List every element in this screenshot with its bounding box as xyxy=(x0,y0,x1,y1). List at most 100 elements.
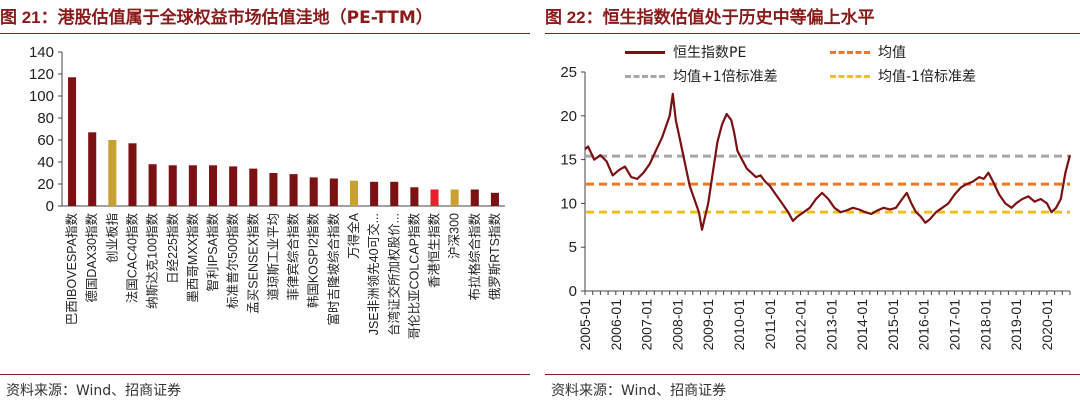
legend-swatch-minus-std xyxy=(830,74,870,78)
bar-12 xyxy=(309,177,318,206)
bar-9 xyxy=(249,168,258,206)
right-y-tick-label: 0 xyxy=(569,283,577,300)
right-chart-title: 图 22：恒生指数估值处于历史中等偏上水平 xyxy=(545,4,875,32)
right-top-rule xyxy=(545,33,1080,34)
bar-2 xyxy=(108,140,117,206)
left-y-tick-label: 40 xyxy=(37,154,54,171)
legend-label-plus-std: 均值+1倍标准差 xyxy=(673,69,778,85)
legend-swatch-plus-std xyxy=(625,74,665,78)
right-x-tick-label: 2016-01 xyxy=(916,299,932,351)
right-x-tick-label: 2013-01 xyxy=(823,299,839,351)
right-x-tick-label: 2005-01 xyxy=(577,299,593,351)
x-category-label: 台湾证交所加权股价... xyxy=(386,213,401,336)
x-category-label: 纳斯达克100指数 xyxy=(145,213,160,309)
right-x-tick-label: 2007-01 xyxy=(639,299,655,351)
left-source-note: 资料来源：Wind、招商证券 xyxy=(6,383,182,399)
bar-4 xyxy=(148,164,157,206)
right-x-tick-label: 2012-01 xyxy=(793,299,809,351)
legend-label-pe: 恒生指数PE xyxy=(673,45,747,61)
legend-label-minus-std: 均值-1倍标准差 xyxy=(878,69,976,85)
left-y-tick-label: 140 xyxy=(29,44,54,61)
x-category-label: 俄罗斯RTS指数 xyxy=(487,213,502,301)
left-chart-title-text: 港股估值属于全球权益市场估值洼地（PE-TTM） xyxy=(57,8,433,28)
left-y-tick-label: 0 xyxy=(46,198,54,215)
right-x-tick-label: 2019-01 xyxy=(1008,299,1024,351)
left-bottom-rule xyxy=(0,374,530,375)
x-category-label: 万得全A xyxy=(346,212,361,259)
left-chart-panel: 图 21：港股估值属于全球权益市场估值洼地（PE-TTM） 0 20 40 60 80 1… xyxy=(0,0,530,406)
left-y-tick-label: 100 xyxy=(29,88,54,105)
bar-3 xyxy=(128,143,137,206)
x-category-label: 日经225指数 xyxy=(165,213,180,284)
left-chart-figure-number: 图 21： xyxy=(0,8,58,27)
bar-5 xyxy=(168,165,177,206)
bar-17 xyxy=(410,187,419,206)
bar-16 xyxy=(390,181,399,206)
x-category-label: 哥伦比亚COLCAP指数 xyxy=(406,213,421,340)
bar-6 xyxy=(188,165,197,206)
bar-14 xyxy=(349,180,359,206)
x-category-label: 墨西哥MXX指数 xyxy=(185,213,200,303)
bar-20 xyxy=(470,189,479,206)
bar-21 xyxy=(490,192,499,206)
x-category-label: 韩国KOSPI2指数 xyxy=(306,213,321,309)
right-x-tick-label: 2014-01 xyxy=(854,299,870,351)
x-category-label: JSE非洲领先40可交... xyxy=(366,213,381,335)
right-x-tick-label: 2018-01 xyxy=(977,299,993,351)
right-y-tick-label: 20 xyxy=(560,108,577,125)
right-x-tick-label: 2008-01 xyxy=(669,299,685,351)
x-category-label: 创业板指 xyxy=(104,213,119,263)
pe-series-line xyxy=(584,92,1072,231)
legend-swatch-pe xyxy=(625,50,665,54)
legend-item-minus-std: 均值-1倍标准差 xyxy=(830,66,976,86)
legend-item-mean: 均值 xyxy=(830,42,906,62)
right-y-tick-label: 5 xyxy=(569,239,577,256)
x-category-label: 布拉格综合指数 xyxy=(467,213,482,301)
right-x-tick-label: 2009-01 xyxy=(700,299,716,351)
right-y-tick-label: 25 xyxy=(560,64,577,81)
x-category-label: 菲律宾综合指数 xyxy=(286,213,301,301)
right-chart-figure-number: 图 22： xyxy=(545,8,603,27)
legend-label-mean: 均值 xyxy=(878,45,906,61)
left-chart-title: 图 21：港股估值属于全球权益市场估值洼地（PE-TTM） xyxy=(0,4,433,32)
left-y-tick-label: 120 xyxy=(29,66,54,83)
bar-10 xyxy=(269,173,278,206)
legend-item-plus-std: 均值+1倍标准差 xyxy=(625,66,778,86)
legend-swatch-mean xyxy=(830,50,870,54)
bar-0 xyxy=(68,77,77,206)
bar-1 xyxy=(88,132,97,206)
left-top-rule xyxy=(0,33,530,34)
x-category-label: 法国CAC40指数 xyxy=(124,213,139,304)
right-y-tick-label: 10 xyxy=(560,195,577,212)
bar-11 xyxy=(289,174,298,206)
right-x-tick-label: 2015-01 xyxy=(885,299,901,351)
x-category-label: 标准普尔500指数 xyxy=(225,213,240,309)
right-x-tick-label: 2020-01 xyxy=(1039,299,1055,351)
right-y-tick-label: 15 xyxy=(560,152,577,169)
bar-13 xyxy=(329,178,338,206)
right-x-tick-label: 2006-01 xyxy=(608,299,624,351)
right-chart-title-text: 恒生指数估值处于历史中等偏上水平 xyxy=(602,8,875,28)
bar-7 xyxy=(208,165,218,206)
x-category-label: 道琼斯工业平均 xyxy=(265,213,280,301)
left-y-tick-label: 60 xyxy=(37,132,54,149)
x-category-label: 智利IPSA指数 xyxy=(205,213,220,292)
bar-8 xyxy=(229,166,238,206)
right-x-tick-label: 2010-01 xyxy=(731,299,747,351)
right-x-tick-label: 2017-01 xyxy=(947,299,963,351)
left-bar-chart: 0 20 40 60 80 100 120 140 巴西IBOVESPA指数 德国DAX30指数创… xyxy=(29,44,505,340)
x-category-label: 富时吉隆坡综合指数 xyxy=(326,213,341,326)
right-bottom-rule xyxy=(545,374,1080,375)
x-category-label: 巴西IBOVESPA指数 xyxy=(64,213,79,326)
bar-19 xyxy=(450,189,459,206)
left-y-tick-label: 80 xyxy=(37,110,54,127)
x-category-label: 德国DAX30指数 xyxy=(84,213,99,303)
right-x-tick-label: 2011-01 xyxy=(762,299,778,350)
right-line-chart: 0 5 10 15 20 25 2005-01 2006-01 2007-01 2008-01 20… xyxy=(560,64,1072,351)
left-y-tick-label: 20 xyxy=(37,176,54,193)
x-category-label: 香港恒生指数 xyxy=(427,213,442,289)
legend-item-pe: 恒生指数PE xyxy=(625,42,746,62)
bar-18 xyxy=(430,189,439,206)
x-category-label: 孟买SENSEX指数 xyxy=(245,213,260,314)
right-chart-panel: 图 22：恒生指数估值处于历史中等偏上水平 0 5 10 15 20 25 2005-01 2… xyxy=(545,0,1080,406)
